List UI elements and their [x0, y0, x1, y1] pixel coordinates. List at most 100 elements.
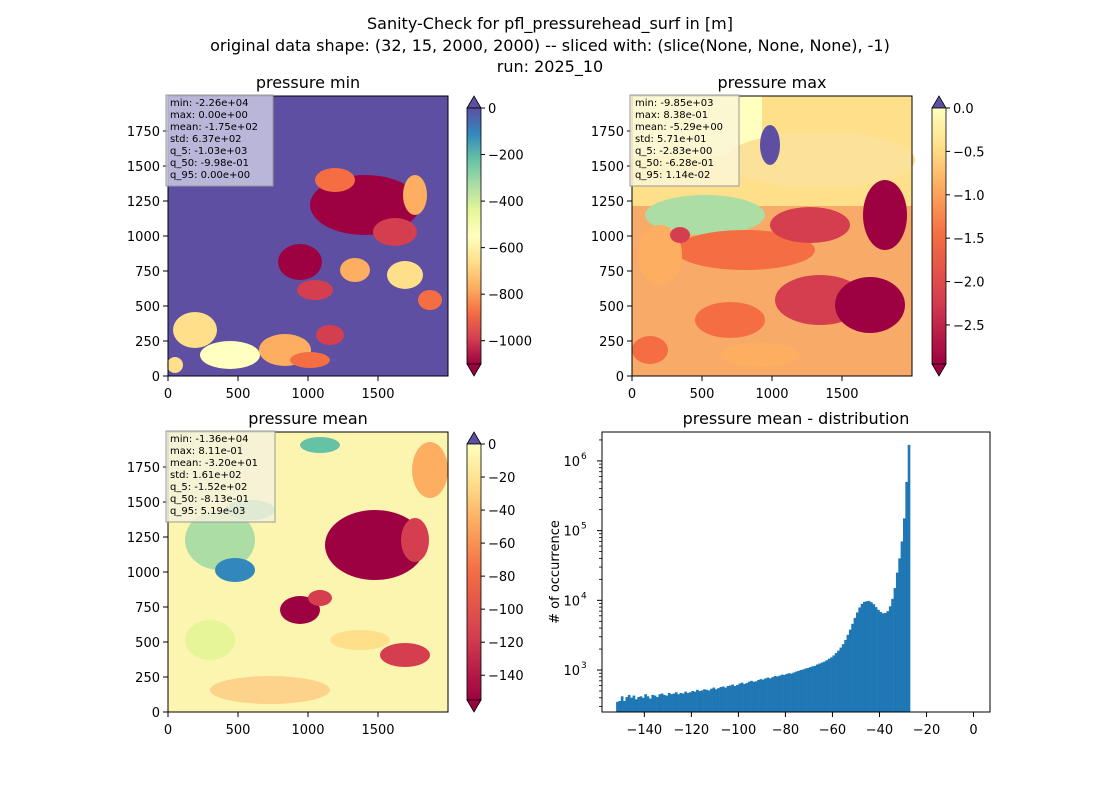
histogram-bar — [797, 670, 800, 712]
stat-line: q_5: -1.52e+02 — [170, 482, 247, 493]
stat-line: min: -9.85e+03 — [635, 98, 714, 109]
histogram-bar — [677, 694, 680, 712]
y-tick-label: 1500 — [591, 160, 624, 175]
y-tick-label: 0 — [152, 370, 160, 385]
histogram-bar — [858, 607, 861, 712]
colorbar-body — [466, 443, 482, 701]
histogram-bar — [853, 617, 857, 712]
colorbar-tick-label: −120 — [488, 636, 524, 651]
colorbar: 0.0 −0.5 −1.0 −1.5 −2.0 −2.5 — [931, 95, 985, 377]
stat-line: q_95: 0.00e+00 — [170, 170, 250, 181]
x-tick-label: −60 — [819, 723, 846, 738]
stat-line: q_5: -1.03e+03 — [170, 146, 247, 157]
histogram-bar — [651, 694, 655, 712]
x-tick-label: 0 — [164, 387, 172, 402]
y-tick-exponent: 5 — [581, 522, 587, 532]
histogram-bar — [848, 629, 852, 712]
histogram-bar — [764, 678, 767, 712]
x-axis: −140 −120 −100 −80 −60 −40 −20 0 — [626, 712, 978, 738]
panel-title: pressure mean — [248, 409, 368, 428]
histogram-bar — [766, 677, 770, 712]
x-axis: 0 500 1000 1500 — [164, 712, 395, 738]
histogram-bar — [743, 684, 746, 712]
histogram-bar — [778, 675, 782, 712]
y-tick-exponent: 3 — [581, 661, 587, 671]
y-tick-label: 500 — [135, 636, 160, 651]
x-tick-label: 500 — [226, 723, 251, 738]
histogram-bar — [759, 679, 763, 712]
histogram-bar — [879, 612, 883, 712]
histogram-bar — [780, 674, 784, 712]
histogram-bar — [902, 518, 906, 712]
stat-line: q_50: -9.98e-01 — [170, 158, 249, 169]
histogram-bar — [700, 690, 704, 712]
colorbar-tick-label: −200 — [488, 149, 524, 164]
x-axis: 0 500 1000 1500 — [628, 376, 859, 402]
histogram-bar — [811, 666, 814, 712]
colorbar-tick-label: −1000 — [488, 335, 532, 350]
histogram-bar — [891, 598, 894, 712]
y-tick-label: 1250 — [127, 531, 160, 546]
histogram-bar — [745, 683, 749, 712]
histogram-bar — [815, 664, 819, 712]
histogram-bar — [740, 682, 744, 712]
colorbar-extend-min — [466, 699, 482, 713]
y-tick-label: 10 — [563, 525, 580, 540]
x-tick-label: 1500 — [825, 387, 858, 402]
colorbar-extend-min — [466, 363, 482, 377]
colorbar-tick-label: −2.5 — [953, 319, 985, 334]
x-tick-label: 1500 — [361, 723, 394, 738]
colorbar-body — [931, 107, 947, 365]
colorbar-tick-label: −1.5 — [953, 232, 985, 247]
histogram-bar — [794, 671, 798, 712]
histogram-bar — [665, 695, 669, 712]
histogram-bar — [754, 681, 758, 712]
heatmap-image — [167, 96, 448, 376]
colorbar-tick-label: −800 — [488, 288, 524, 303]
colorbar-body — [466, 107, 482, 365]
x-tick-label: −80 — [772, 723, 799, 738]
histogram-bar — [721, 686, 725, 712]
histogram-bar — [728, 685, 732, 712]
histogram-bar — [627, 694, 631, 712]
histogram-bar — [804, 668, 807, 712]
colorbar-tick-label: −1.0 — [953, 189, 985, 204]
histogram-bar — [830, 657, 833, 712]
y-tick-label: 1250 — [591, 195, 624, 210]
panel-distribution: pressure mean - distribution # of occurr… — [548, 409, 991, 738]
x-tick-label: −100 — [721, 723, 757, 738]
histogram-bar — [623, 700, 626, 712]
stat-line: max: 8.11e-01 — [170, 446, 243, 457]
histogram-bar — [620, 696, 624, 712]
y-tick-label: 0 — [616, 370, 624, 385]
x-tick-label: 1000 — [755, 387, 788, 402]
histogram-bar — [634, 699, 638, 712]
histogram-bar — [670, 694, 673, 712]
colorbar-tick-label: 0 — [488, 438, 496, 453]
histogram-bar — [639, 696, 643, 712]
y-tick-label: 750 — [135, 601, 160, 616]
y-tick-label: 1000 — [127, 230, 160, 245]
histogram-bar — [653, 695, 657, 712]
histogram-bar — [872, 604, 876, 712]
y-tick-label: 250 — [135, 671, 160, 686]
histogram-bar — [881, 613, 885, 712]
x-tick-label: 0 — [969, 723, 977, 738]
suptitle-line-2: original data shape: (32, 15, 2000, 2000… — [210, 36, 890, 55]
histogram-bar — [703, 689, 706, 712]
histogram-bar — [874, 607, 878, 712]
histogram-bar — [646, 696, 650, 712]
histogram-bar — [790, 673, 793, 712]
y-tick-label: 750 — [135, 265, 160, 280]
histogram-bar — [884, 612, 887, 712]
y-tick-label: 10 — [563, 664, 580, 679]
histogram-bar — [761, 679, 765, 712]
y-tick-label: 10 — [563, 455, 580, 470]
histogram-bar — [855, 612, 859, 712]
stat-line: mean: -3.20e+01 — [170, 458, 258, 469]
histogram-bar — [738, 683, 742, 712]
x-tick-label: 500 — [226, 387, 251, 402]
histogram-bar — [719, 687, 723, 712]
histogram-bar — [717, 688, 720, 712]
